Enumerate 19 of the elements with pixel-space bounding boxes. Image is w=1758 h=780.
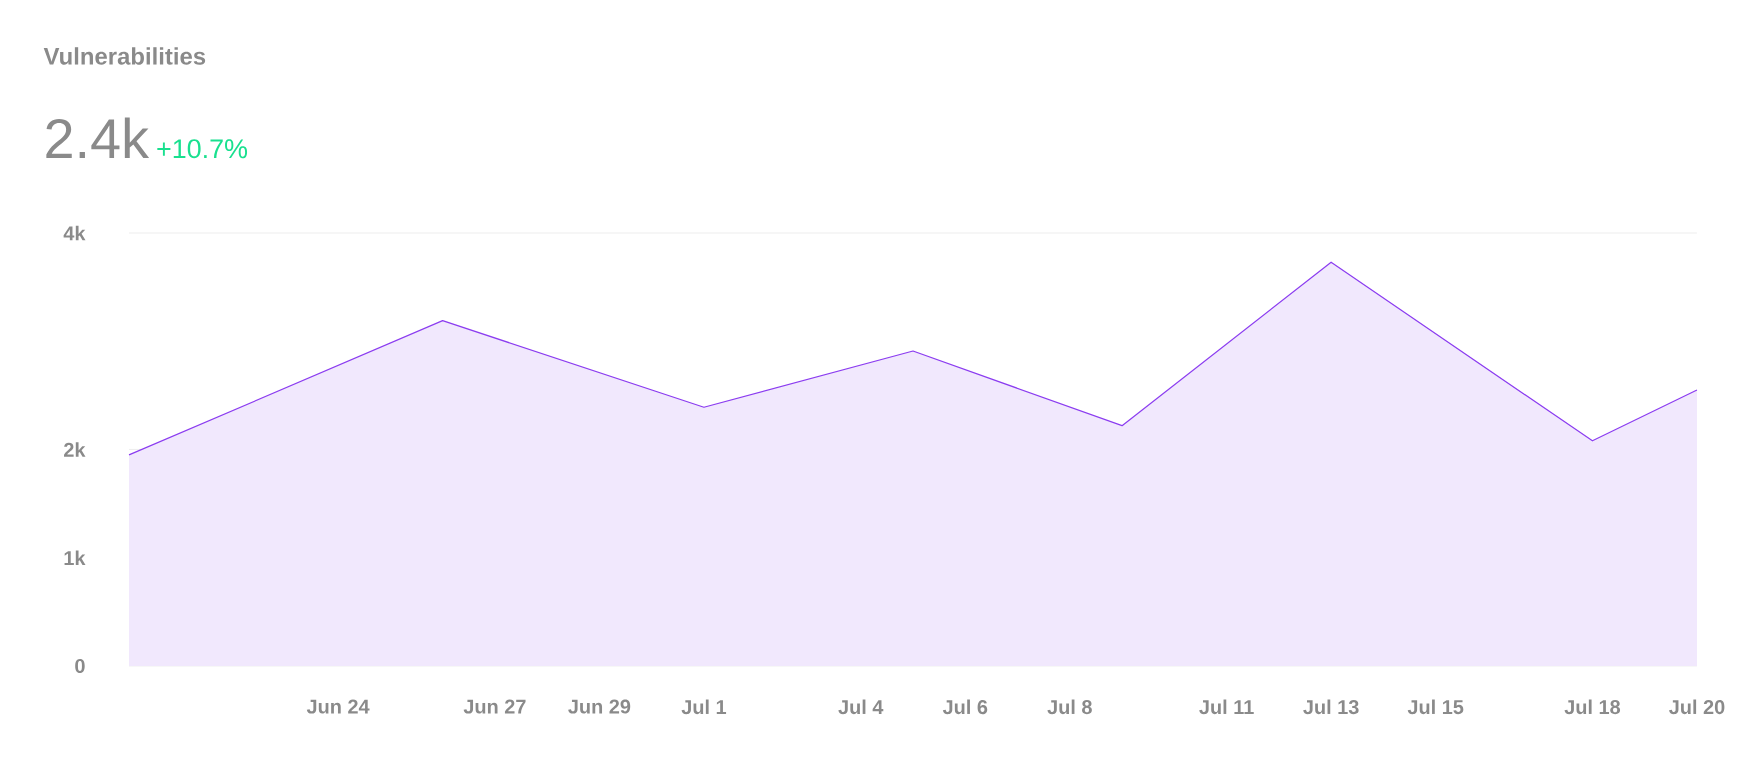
chart-title: Vulnerabilities	[43, 47, 206, 65]
x-tick-label: Jul 20	[1669, 699, 1725, 715]
y-tick-label: 1k	[64, 550, 86, 565]
x-tick-label: Jul 13	[1303, 699, 1359, 715]
y-tick-label: 2k	[64, 442, 86, 457]
x-tick-label: Jul 18	[1564, 699, 1621, 715]
text: +10.7%	[157, 139, 248, 159]
x-tick-label: Jun 24	[306, 699, 370, 714]
y-tick-label: 0	[75, 658, 85, 674]
x-tick-label: Jul 6	[942, 699, 988, 715]
y-tick-label: 4k	[63, 225, 86, 241]
x-tick-label: Jul 1	[681, 699, 727, 715]
text: 2.4k	[46, 117, 150, 158]
x-tick-label: Jul 15	[1407, 699, 1464, 715]
x-tick-label: Jul 11	[1199, 699, 1254, 715]
x-tick-label: Jul 8	[1047, 699, 1092, 715]
x-tick-label: Jun 27	[463, 699, 526, 714]
x-tick-label: Jul 4	[838, 699, 884, 715]
x-tick-label: Jun 29	[568, 699, 631, 714]
